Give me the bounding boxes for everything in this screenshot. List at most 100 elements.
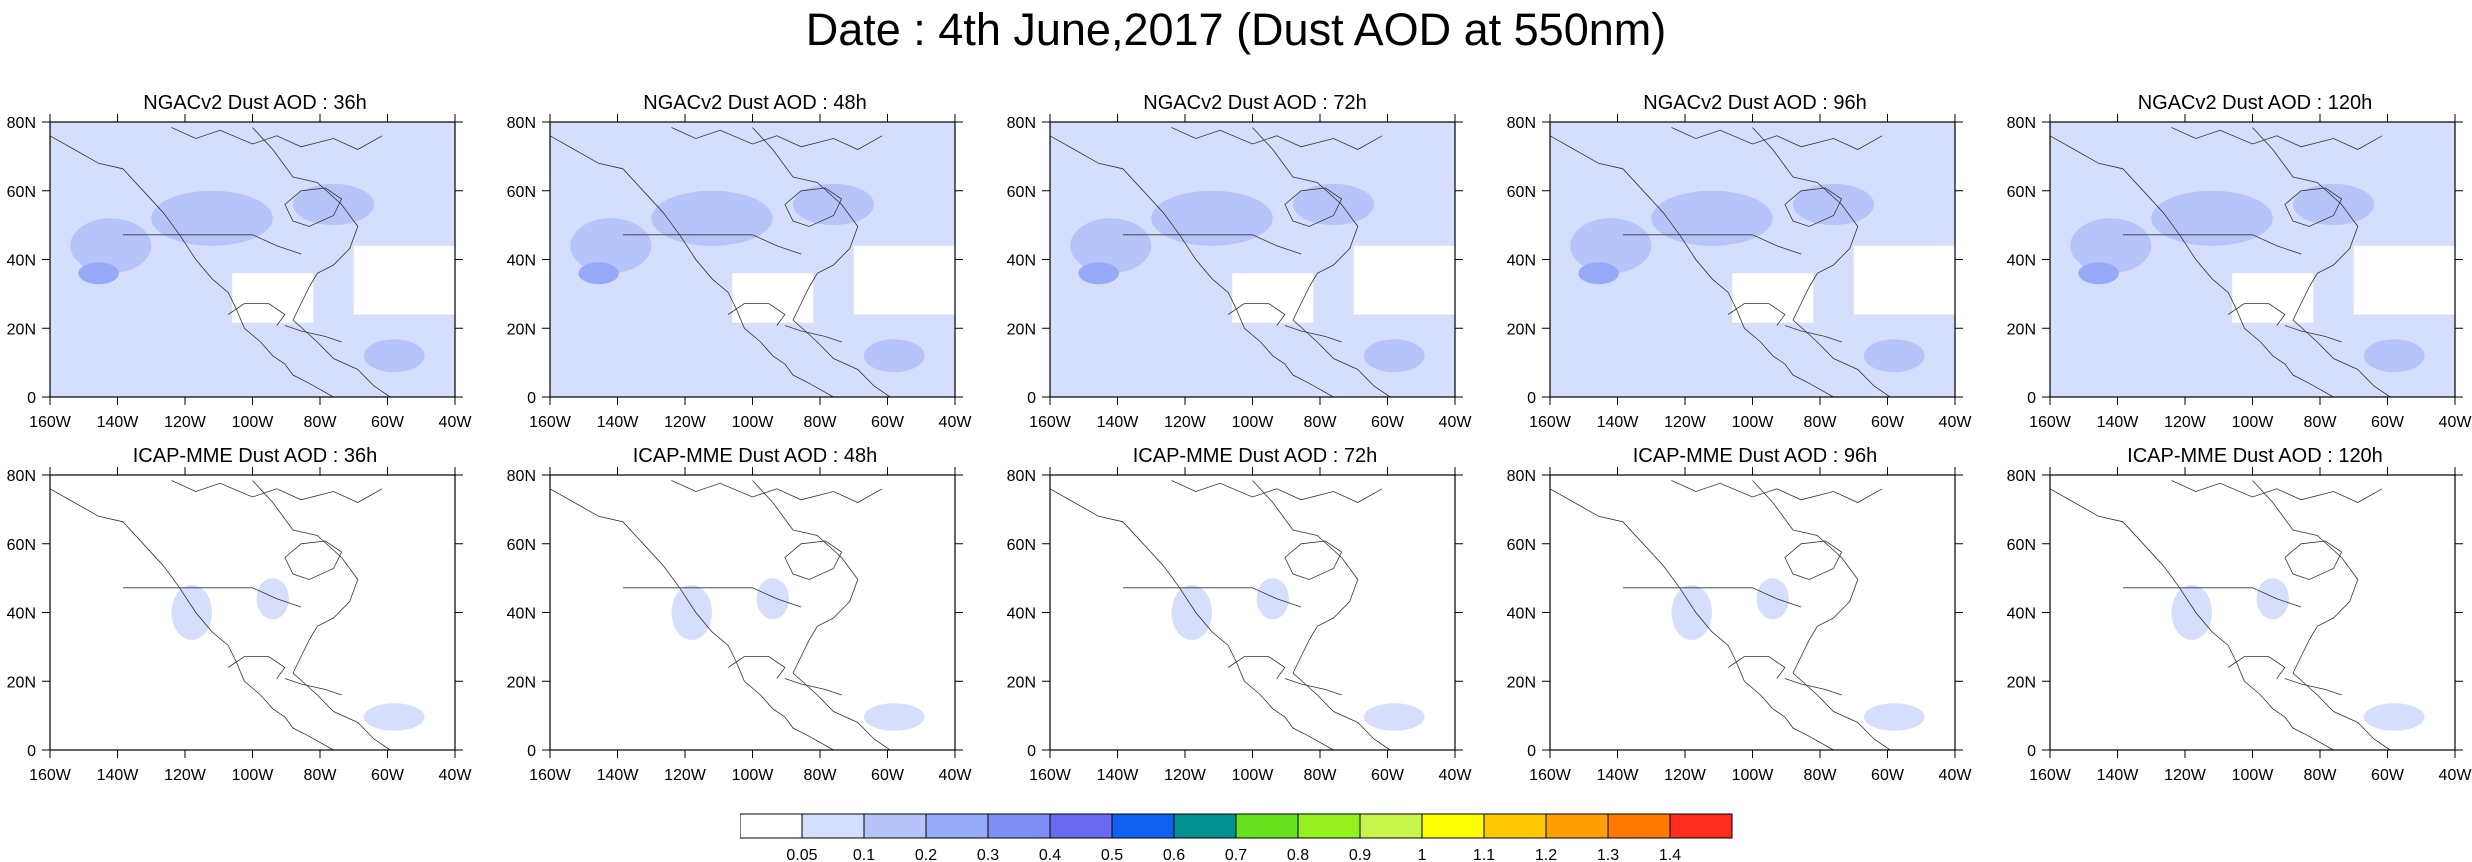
lon-tick-label: 120W xyxy=(164,767,207,784)
lon-tick-label: 100W xyxy=(2232,414,2275,431)
colorbar-label: 0.8 xyxy=(1287,847,1309,862)
lon-tick-label: 40W xyxy=(2439,767,2472,784)
coastline xyxy=(727,303,786,326)
lon-tick-label: 60W xyxy=(2371,767,2405,784)
coastline xyxy=(1784,678,1842,696)
colorbar-box xyxy=(1483,813,1547,839)
lat-tick-label: 40N xyxy=(2007,606,2036,623)
colorbar-label: 0.5 xyxy=(1101,847,1123,862)
lat-tick-label: 80N xyxy=(1507,468,1536,485)
colorbar-box xyxy=(863,813,927,839)
coastline xyxy=(1727,656,1786,679)
coastline xyxy=(171,480,383,503)
dust-aod-shading xyxy=(1578,262,1619,285)
colorbar-label: 0.1 xyxy=(853,847,875,862)
map-svg: 160W 140W 120W 100W 80W 60W 40W 0 20N 40N 60N 80N xyxy=(1507,114,1972,431)
lat-tick-label: 40N xyxy=(1507,253,1536,270)
map-svg: 160W 140W 120W 100W 80W 60W 40W 0 20N 40N 60N 80N xyxy=(507,114,972,431)
hudson-bay-outline xyxy=(2284,187,2343,227)
coastline xyxy=(1049,135,1334,398)
panel-title: NGACv2 Dust AOD : 36h xyxy=(143,92,367,114)
lon-tick-label: 120W xyxy=(1664,767,1707,784)
colorbar-box xyxy=(987,813,1051,839)
dust-aod-shading xyxy=(578,262,619,285)
map-svg: 160W 140W 120W 100W 80W 60W 40W 0 20N 40N 60N 80N xyxy=(1007,114,1472,431)
lat-tick-label: 80N xyxy=(1007,115,1036,132)
lon-tick-label: 160W xyxy=(1029,414,1072,431)
lon-tick-label: 60W xyxy=(871,767,905,784)
coastline xyxy=(752,480,891,751)
lat-tick-label: 40N xyxy=(7,253,36,270)
coastline xyxy=(622,587,802,608)
lon-tick-label: 120W xyxy=(2164,414,2207,431)
lon-tick-label: 40W xyxy=(2439,414,2472,431)
lat-tick-label: 60N xyxy=(507,184,536,201)
colorbar-box xyxy=(1607,813,1671,839)
dust-aod-shading xyxy=(756,578,789,620)
lon-tick-label: 100W xyxy=(232,767,275,784)
colorbar-box xyxy=(801,813,865,839)
coastline xyxy=(1622,234,1802,255)
map-panel: ICAP-MME Dust AOD : 96h 160W 140W 120W 100W 8… xyxy=(1500,443,2000,833)
map-panel: NGACv2 Dust AOD : 72h 160W 140W 120W 100W 80W… xyxy=(1000,90,1500,480)
colorbar-label: 0.4 xyxy=(1039,847,1061,862)
lon-tick-label: 40W xyxy=(439,767,473,784)
coastline xyxy=(549,488,834,751)
coastline xyxy=(1122,587,1302,608)
dust-aod-shading xyxy=(1171,585,1212,640)
lat-tick-label: 60N xyxy=(2007,537,2036,554)
lat-tick-label: 20N xyxy=(2007,321,2036,338)
lon-tick-label: 40W xyxy=(1939,767,1973,784)
lat-tick-label: 20N xyxy=(1507,674,1536,691)
lon-tick-label: 60W xyxy=(371,414,405,431)
clear-air-region xyxy=(1732,273,1814,323)
lat-tick-label: 20N xyxy=(2007,674,2036,691)
dust-aod-shading xyxy=(1293,183,1374,226)
coastline xyxy=(122,234,302,255)
clear-air-region xyxy=(1353,245,1455,315)
dust-aod-shading xyxy=(1651,190,1773,246)
lon-tick-label: 60W xyxy=(1871,414,1905,431)
colorbar-label: 0.7 xyxy=(1225,847,1247,862)
lon-tick-label: 100W xyxy=(232,414,275,431)
colorbar-label: 0.6 xyxy=(1163,847,1185,862)
dust-aod-shading xyxy=(1363,703,1425,731)
map-panel: ICAP-MME Dust AOD : 120h 160W 140W 120W 100W… xyxy=(2000,443,2472,833)
colorbar-label: 0.3 xyxy=(977,847,999,862)
lat-tick-label: 0 xyxy=(527,390,536,407)
lon-tick-label: 140W xyxy=(2097,767,2140,784)
colorbar-box xyxy=(1421,813,1485,839)
lat-tick-label: 60N xyxy=(1507,184,1536,201)
coastline xyxy=(284,325,342,343)
lon-tick-label: 60W xyxy=(1371,414,1405,431)
coastline xyxy=(2227,303,2286,326)
map-svg: 160W 140W 120W 100W 80W 60W 40W 0 20N 40N 60N 80N xyxy=(1007,467,1472,784)
clear-air-region xyxy=(2232,273,2314,323)
dust-aod-shading xyxy=(171,585,212,640)
lon-tick-label: 140W xyxy=(97,414,140,431)
map-panel: NGACv2 Dust AOD : 96h 160W 140W 120W 100W 80W… xyxy=(1500,90,2000,480)
lon-tick-label: 60W xyxy=(1371,767,1405,784)
dust-aod-shading xyxy=(570,218,652,274)
coastline xyxy=(1671,480,1883,503)
lat-tick-label: 60N xyxy=(1007,184,1036,201)
dust-aod-shading xyxy=(1570,218,1652,274)
lon-tick-label: 120W xyxy=(2164,767,2207,784)
coastline xyxy=(1252,127,1391,398)
map-panel: NGACv2 Dust AOD : 120h 160W 140W 120W 100W 80… xyxy=(2000,90,2472,480)
dust-aod-shading xyxy=(363,339,425,373)
lat-tick-label: 80N xyxy=(1507,115,1536,132)
colorbar-box xyxy=(1049,813,1113,839)
coastline xyxy=(122,587,302,608)
lon-tick-label: 140W xyxy=(1097,414,1140,431)
coastline xyxy=(1227,656,1286,679)
lat-tick-label: 20N xyxy=(7,321,36,338)
coastline xyxy=(1284,325,1342,343)
hudson-bay-outline xyxy=(284,540,343,580)
lon-tick-label: 140W xyxy=(597,414,640,431)
lon-tick-label: 160W xyxy=(529,414,572,431)
dust-aod-shading xyxy=(1793,183,1874,226)
clear-air-region xyxy=(732,273,814,323)
coastline xyxy=(2122,587,2302,608)
dust-aod-shading xyxy=(671,585,712,640)
